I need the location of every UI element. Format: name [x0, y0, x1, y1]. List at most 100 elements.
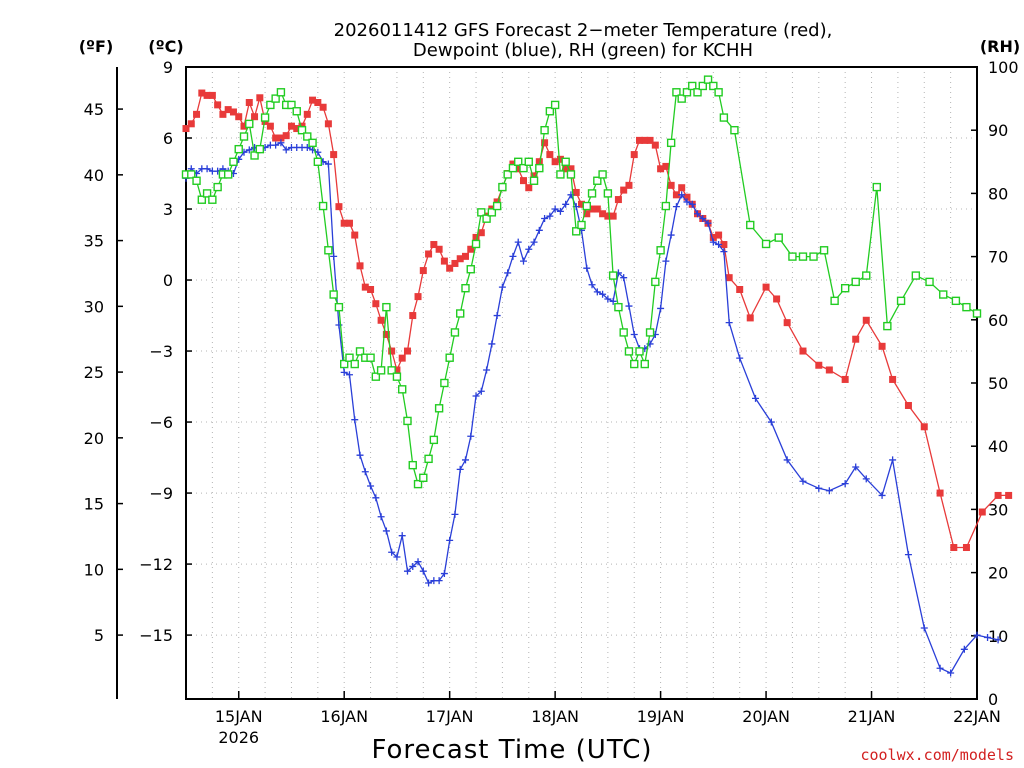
data-point — [287, 100, 296, 110]
series-rh — [181, 75, 982, 489]
data-point — [896, 296, 906, 306]
data-point — [551, 158, 559, 166]
rh-tick-label: 30 — [988, 500, 1008, 519]
data-point — [440, 257, 448, 265]
data-point — [672, 88, 681, 97]
data-point — [640, 359, 649, 369]
data-point — [599, 290, 607, 298]
data-point — [725, 319, 733, 327]
data-point — [345, 371, 353, 379]
data-point — [398, 354, 406, 362]
data-point — [182, 125, 190, 133]
data-point — [330, 151, 338, 159]
fahrenheit-tick-label: 5 — [94, 626, 104, 645]
data-point — [213, 182, 222, 192]
celsius-tick-label: 3 — [163, 200, 173, 219]
data-point — [889, 375, 897, 383]
data-point — [714, 88, 723, 97]
data-point — [477, 208, 486, 217]
credit-text: coolwx.com/models — [860, 746, 1014, 764]
fahrenheit-tick-label: 35 — [84, 232, 104, 251]
data-point — [282, 132, 290, 140]
data-point — [303, 132, 312, 141]
data-point — [461, 252, 469, 260]
data-point — [688, 200, 696, 208]
data-point — [366, 353, 375, 362]
data-point — [340, 219, 348, 227]
data-point — [677, 94, 686, 103]
data-point — [398, 385, 407, 394]
data-point — [508, 163, 518, 173]
fahrenheit-tick-label: 20 — [84, 429, 104, 448]
data-point — [609, 212, 617, 220]
data-point — [646, 136, 654, 144]
data-point — [192, 176, 201, 185]
data-point — [361, 283, 369, 291]
data-point — [425, 579, 433, 587]
data-point — [535, 163, 544, 173]
data-point — [799, 477, 807, 485]
data-point — [345, 353, 354, 362]
data-point — [208, 91, 216, 99]
data-point — [367, 482, 375, 490]
x-tick-label: 18JAN — [531, 707, 579, 726]
data-point — [324, 160, 332, 168]
data-point — [715, 231, 723, 239]
data-point — [498, 182, 507, 192]
data-point — [303, 143, 311, 151]
data-point — [277, 134, 285, 142]
x-tick-label: 16JAN — [320, 707, 368, 726]
data-point — [351, 416, 359, 424]
data-point — [223, 170, 233, 179]
data-point — [430, 241, 438, 249]
data-point — [598, 170, 607, 179]
data-point — [693, 88, 702, 97]
data-point — [446, 264, 454, 272]
celsius-tick-label: −3 — [149, 342, 173, 361]
data-point — [603, 189, 613, 198]
data-point — [583, 264, 591, 272]
data-point — [746, 314, 754, 322]
data-point — [578, 200, 585, 208]
data-point — [219, 110, 227, 118]
data-point — [683, 198, 691, 206]
data-point — [709, 238, 717, 246]
title-line-1: 2026011412 GFS Forecast 2−meter Temperat… — [334, 20, 833, 41]
data-point — [819, 246, 829, 255]
data-point — [445, 353, 454, 362]
data-point — [377, 513, 385, 521]
data-point — [372, 494, 380, 502]
data-point — [193, 110, 201, 118]
data-point — [635, 347, 644, 356]
data-point — [582, 201, 591, 211]
data-point — [920, 624, 928, 632]
data-point — [398, 532, 406, 540]
data-point — [620, 186, 628, 194]
data-point — [709, 81, 718, 91]
data-point — [978, 508, 986, 516]
data-point — [487, 208, 497, 217]
data-point — [911, 271, 921, 280]
data-point — [345, 219, 353, 227]
data-point — [577, 220, 586, 230]
data-point — [604, 295, 612, 303]
data-point — [393, 553, 401, 561]
data-point — [377, 316, 385, 324]
data-point — [783, 319, 791, 327]
data-point — [619, 328, 628, 337]
x-tick-label: 21JAN — [848, 707, 896, 726]
data-point — [530, 238, 538, 246]
data-point — [960, 645, 968, 653]
data-point — [239, 132, 249, 141]
data-point — [546, 212, 554, 220]
data-point — [825, 366, 833, 374]
chart-title: 2026011412 GFS Forecast 2−meter Temperat… — [334, 20, 833, 61]
data-point — [666, 138, 676, 148]
data-point — [435, 577, 443, 585]
data-point — [287, 122, 295, 130]
data-point — [630, 151, 638, 159]
data-point — [852, 463, 860, 471]
data-point — [388, 548, 396, 556]
x-tick-year-label: 2026 — [218, 728, 259, 747]
